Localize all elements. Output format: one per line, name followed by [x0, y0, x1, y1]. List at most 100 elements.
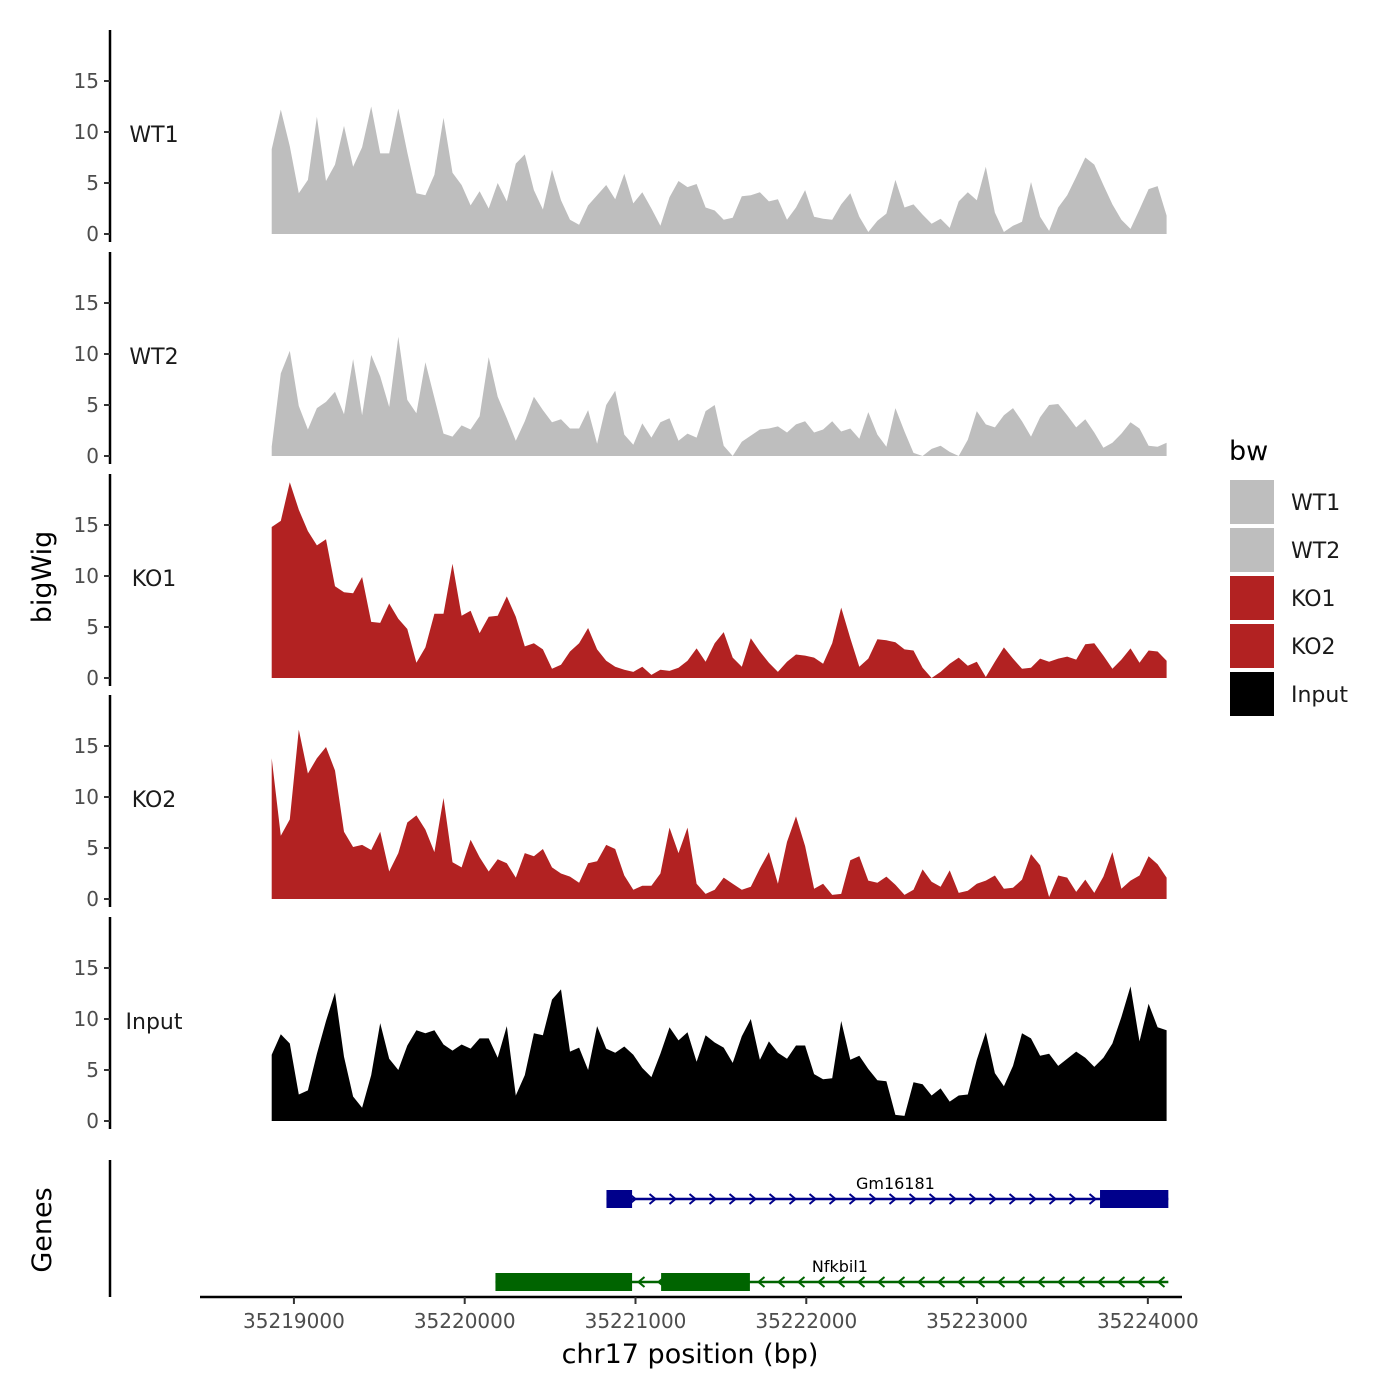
legend-swatch: [1230, 672, 1274, 716]
exon-block: [495, 1273, 633, 1291]
strand-arrow: [976, 1276, 986, 1288]
strand-arrow: [1088, 1193, 1098, 1205]
legend-item-ko1: KO1: [1230, 576, 1336, 620]
strand-arrow: [988, 1193, 998, 1205]
strand-arrow: [768, 1193, 778, 1205]
y-tick-label: 5: [86, 836, 99, 860]
strand-arrow: [876, 1276, 886, 1288]
y-tick-label: 15: [74, 69, 99, 93]
strand-arrow: [1096, 1276, 1106, 1288]
strand-arrow: [888, 1193, 898, 1205]
x-tick-label: 35219000: [243, 1309, 345, 1333]
legend-swatch: [1230, 528, 1274, 572]
x-tick-label: 35221000: [585, 1309, 687, 1333]
strand-arrow: [928, 1193, 938, 1205]
strand-arrow: [956, 1276, 966, 1288]
coverage-area-input: [271, 986, 1167, 1121]
y-tick-label: 10: [74, 120, 99, 144]
gene-gm16181: Gm16181: [606, 1174, 1169, 1208]
y-axis-title: bigWig: [27, 531, 58, 624]
legend-swatch: [1230, 480, 1274, 524]
legend-label: WT2: [1291, 539, 1340, 564]
strand-arrow: [908, 1193, 918, 1205]
panel-label-input: Input: [126, 1010, 183, 1035]
y-tick-label: 5: [86, 393, 99, 417]
strand-arrow: [1116, 1276, 1126, 1288]
coverage-area-ko1: [271, 482, 1167, 678]
strand-arrow: [788, 1193, 798, 1205]
legend-label: KO2: [1291, 635, 1336, 660]
legend-item-ko2: KO2: [1230, 624, 1336, 668]
legend-item-wt2: WT2: [1230, 528, 1340, 572]
legend-label: WT1: [1291, 491, 1340, 516]
strand-arrow: [1056, 1276, 1066, 1288]
strand-arrow: [996, 1276, 1006, 1288]
exon-block: [661, 1273, 750, 1291]
strand-arrow: [856, 1276, 866, 1288]
strand-arrow: [708, 1193, 718, 1205]
strand-arrow: [1156, 1276, 1166, 1288]
coverage-area-wt2: [271, 336, 1167, 456]
legend: bw WT1 WT2 KO1 KO2 Input: [1229, 436, 1348, 716]
exon-block: [1100, 1190, 1169, 1208]
x-axis-title: chr17 position (bp): [562, 1339, 819, 1370]
track-ko2: 0 5 10 15 KO2: [74, 695, 1167, 911]
strand-arrow: [648, 1193, 658, 1205]
track-ko1: 0 5 10 15 KO1: [74, 474, 1167, 690]
legend-swatch: [1230, 624, 1274, 668]
y-tick-label: 15: [74, 291, 99, 315]
strand-arrow: [836, 1276, 846, 1288]
genes-axis-title: Genes: [27, 1187, 58, 1272]
x-tick-label: 35223000: [926, 1309, 1028, 1333]
strand-arrow: [948, 1193, 958, 1205]
y-tick-label: 15: [74, 734, 99, 758]
strand-arrow: [796, 1276, 806, 1288]
track-input: 0 5 10 15 Input: [74, 917, 1167, 1133]
coverage-area-ko2: [271, 729, 1167, 899]
legend-label: KO1: [1291, 587, 1336, 612]
y-tick-label: 5: [86, 171, 99, 195]
panel-label-ko2: KO2: [132, 788, 177, 813]
strand-arrow: [936, 1276, 946, 1288]
y-tick-label: 10: [74, 342, 99, 366]
y-tick-label: 10: [74, 1007, 99, 1031]
panel-label-wt2: WT2: [129, 345, 178, 370]
gene-name-label: Gm16181: [856, 1174, 935, 1193]
legend-item-wt1: WT1: [1230, 480, 1340, 524]
strand-arrow: [868, 1193, 878, 1205]
y-tick-label: 15: [74, 956, 99, 980]
panel-label-ko1: KO1: [132, 567, 177, 592]
legend-label: Input: [1291, 683, 1348, 708]
y-tick-label: 0: [86, 222, 99, 246]
y-tick-label: 0: [86, 887, 99, 911]
strand-arrow: [1048, 1193, 1058, 1205]
strand-arrow: [776, 1276, 786, 1288]
y-tick-label: 10: [74, 785, 99, 809]
gene-name-label: Nfkbil1: [812, 1257, 868, 1276]
y-tick-label: 15: [74, 513, 99, 537]
strand-arrow: [816, 1276, 826, 1288]
strand-arrow: [808, 1193, 818, 1205]
strand-arrow: [688, 1193, 698, 1205]
strand-arrow: [1136, 1276, 1146, 1288]
strand-arrow: [1008, 1193, 1018, 1205]
strand-arrow: [668, 1193, 678, 1205]
strand-arrow: [1076, 1276, 1086, 1288]
strand-arrow: [896, 1276, 906, 1288]
strand-arrow: [848, 1193, 858, 1205]
x-tick-label: 35220000: [414, 1309, 516, 1333]
strand-arrow: [968, 1193, 978, 1205]
bigwig-tracks: 0 5 10 15 WT1 0 5 10 15 WT2 0 5 10 15 KO1 0 5 10 15 KO2 0 5 10…: [74, 30, 1167, 1133]
track-wt2: 0 5 10 15 WT2: [74, 252, 1167, 468]
strand-arrow: [916, 1276, 926, 1288]
strand-arrow: [1036, 1276, 1046, 1288]
strand-arrow: [748, 1193, 758, 1205]
strand-arrow: [1016, 1276, 1026, 1288]
exon-block: [606, 1190, 633, 1208]
legend-title: bw: [1229, 436, 1268, 467]
y-tick-label: 0: [86, 444, 99, 468]
strand-arrow: [756, 1276, 766, 1288]
y-tick-label: 10: [74, 564, 99, 588]
x-tick-label: 35224000: [1097, 1309, 1199, 1333]
